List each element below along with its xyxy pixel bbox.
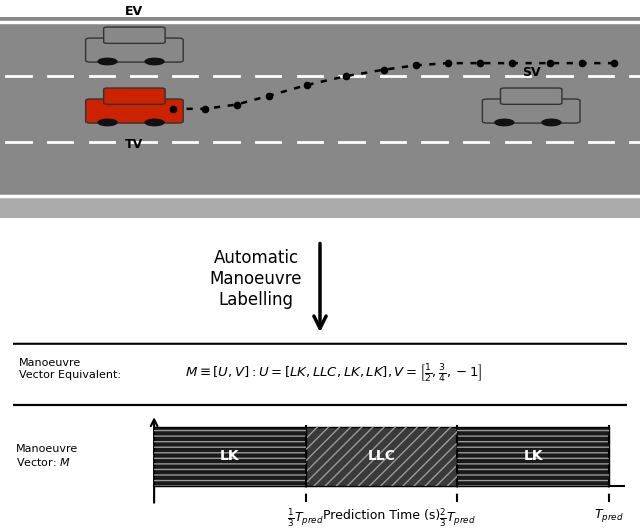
FancyBboxPatch shape — [86, 38, 183, 62]
Ellipse shape — [495, 119, 514, 126]
Text: LLC: LLC — [367, 449, 396, 464]
Text: LK: LK — [220, 449, 239, 464]
Bar — [0, 18, 640, 200]
Bar — [305, 427, 458, 486]
Bar — [0, 196, 640, 218]
FancyBboxPatch shape — [104, 27, 165, 44]
Text: $M \equiv [U,V] : U = [LK, LLC, LK, LK], V = \left[\frac{1}{2}, \frac{3}{4}, -1\: $M \equiv [U,V] : U = [LK, LLC, LK, LK],… — [185, 362, 482, 384]
FancyBboxPatch shape — [86, 99, 183, 123]
Bar — [154, 427, 305, 486]
Bar — [458, 427, 609, 486]
Text: Automatic
Manoeuvre
Labelling: Automatic Manoeuvre Labelling — [210, 249, 302, 309]
FancyBboxPatch shape — [0, 344, 640, 405]
Text: SV: SV — [522, 66, 541, 79]
Ellipse shape — [542, 119, 561, 126]
Ellipse shape — [98, 119, 117, 126]
Text: TV: TV — [125, 139, 143, 151]
Text: $\frac{2}{3}T_{pred}$: $\frac{2}{3}T_{pred}$ — [439, 507, 476, 528]
Text: Manoeuvre
Vector Equivalent:: Manoeuvre Vector Equivalent: — [19, 358, 121, 380]
FancyBboxPatch shape — [0, 405, 640, 524]
Ellipse shape — [98, 58, 117, 65]
Text: $\frac{1}{3}T_{pred}$: $\frac{1}{3}T_{pred}$ — [287, 507, 324, 528]
Bar — [305, 427, 458, 486]
Bar — [154, 427, 305, 486]
FancyBboxPatch shape — [104, 88, 165, 104]
Ellipse shape — [145, 119, 164, 126]
Text: Manoeuvre
Vector: $M$: Manoeuvre Vector: $M$ — [16, 444, 78, 468]
Ellipse shape — [145, 58, 164, 65]
Text: EV: EV — [125, 5, 143, 18]
FancyBboxPatch shape — [500, 88, 562, 104]
Text: LK: LK — [524, 449, 543, 464]
FancyBboxPatch shape — [483, 99, 580, 123]
Text: Prediction Time (s): Prediction Time (s) — [323, 509, 440, 522]
Bar — [458, 427, 609, 486]
Text: $T_{pred}$: $T_{pred}$ — [594, 507, 623, 524]
